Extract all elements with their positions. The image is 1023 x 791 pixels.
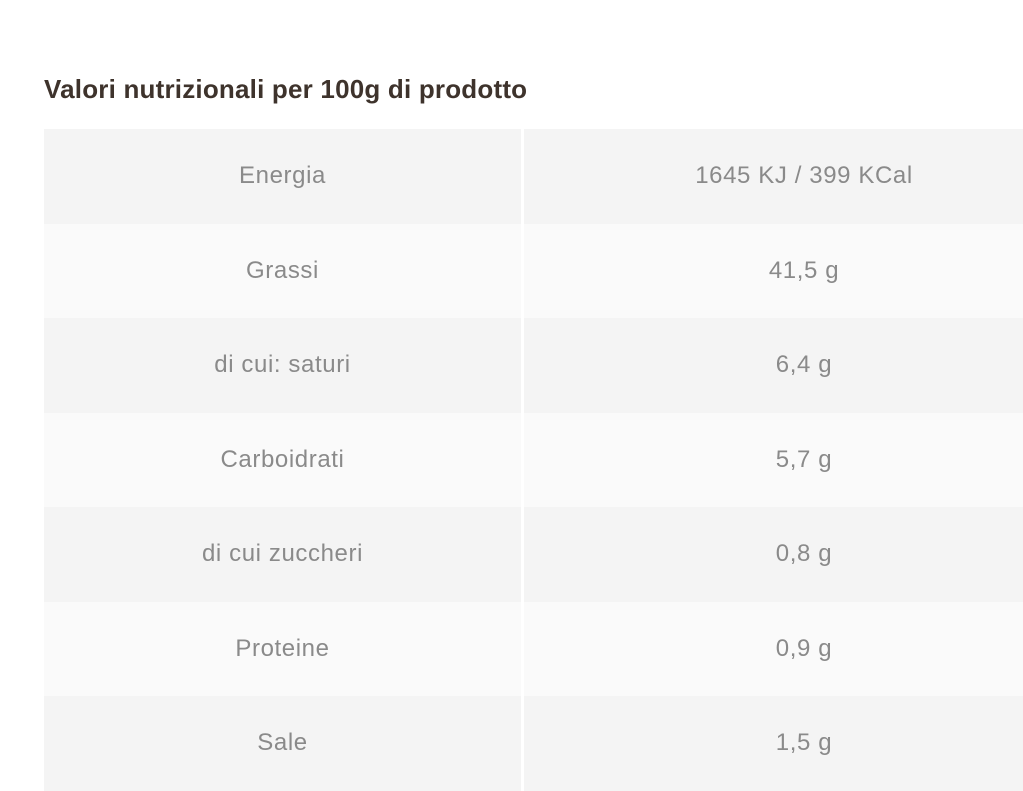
nutrient-label-cell: di cui zuccheri xyxy=(44,507,521,602)
table-row: di cui: saturi 6,4 g xyxy=(44,318,1023,413)
nutrient-label-cell: Proteine xyxy=(44,601,521,696)
nutrient-value-cell: 0,9 g xyxy=(524,601,1023,696)
nutrient-value-cell: 5,7 g xyxy=(524,412,1023,507)
nutrient-label-cell: Energia xyxy=(44,129,521,224)
nutrient-value-cell: 41,5 g xyxy=(524,223,1023,318)
nutrient-label-cell: Sale xyxy=(44,696,521,791)
nutrition-table: Energia 1645 KJ / 399 KCal Grassi 41,5 g… xyxy=(44,129,1023,791)
page-title: Valori nutrizionali per 100g di prodotto xyxy=(44,73,528,104)
nutrient-label-cell: Carboidrati xyxy=(44,412,521,507)
table-row: Proteine 0,9 g xyxy=(44,601,1023,696)
nutrient-value-cell: 1645 KJ / 399 KCal xyxy=(524,129,1023,224)
nutrient-value-cell: 6,4 g xyxy=(524,318,1023,413)
nutrient-label-cell: di cui: saturi xyxy=(44,318,521,413)
nutrient-value-cell: 0,8 g xyxy=(524,507,1023,602)
table-row: Energia 1645 KJ / 399 KCal xyxy=(44,129,1023,224)
nutrient-label-cell: Grassi xyxy=(44,223,521,318)
table-row: Carboidrati 5,7 g xyxy=(44,412,1023,507)
table-row: Sale 1,5 g xyxy=(44,696,1023,791)
nutrient-value-cell: 1,5 g xyxy=(524,696,1023,791)
table-row: Grassi 41,5 g xyxy=(44,223,1023,318)
table-row: di cui zuccheri 0,8 g xyxy=(44,507,1023,602)
